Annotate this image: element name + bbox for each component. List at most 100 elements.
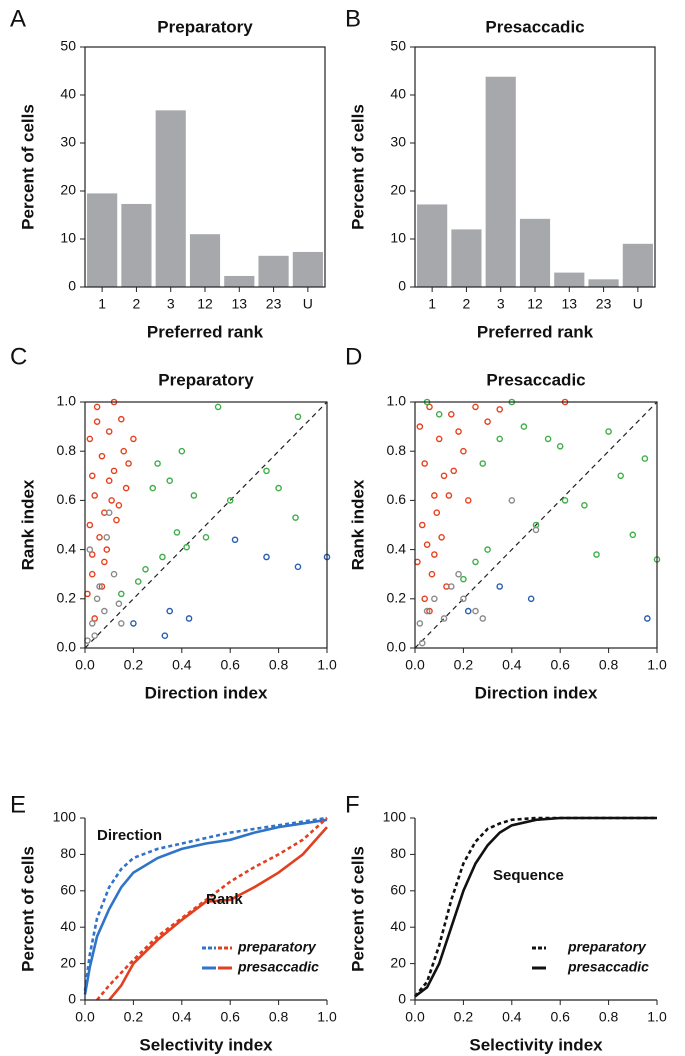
- point: [93, 418, 101, 425]
- y-tick-label: 0.4: [57, 540, 77, 556]
- point: [166, 607, 173, 615]
- point: [423, 541, 431, 548]
- point: [472, 558, 479, 566]
- x-tick-label: 0.0: [405, 657, 425, 673]
- x-tick-label: 1: [428, 296, 436, 312]
- point: [414, 558, 421, 566]
- point: [435, 435, 443, 443]
- point: [113, 516, 120, 524]
- x-tick-label: 0.4: [502, 1009, 522, 1025]
- point: [292, 514, 299, 521]
- y-tick-label: 100: [53, 809, 77, 825]
- point: [617, 472, 625, 480]
- point: [581, 502, 588, 509]
- point: [593, 551, 600, 558]
- point: [101, 558, 108, 566]
- panel-letter: F: [345, 791, 360, 818]
- x-tick-label: 23: [596, 296, 612, 312]
- bar: [224, 275, 255, 287]
- point: [91, 632, 98, 640]
- legend-label: preparatory: [567, 939, 647, 955]
- point: [423, 607, 431, 615]
- point: [275, 484, 282, 492]
- y-tick-label: 0: [68, 991, 76, 1007]
- point: [418, 639, 426, 647]
- y-tick-label: 50: [60, 38, 76, 54]
- legend-label: preparatory: [237, 939, 317, 955]
- point: [149, 484, 157, 492]
- point: [460, 447, 467, 455]
- point: [447, 410, 455, 418]
- point: [185, 615, 193, 622]
- point: [431, 551, 438, 558]
- point: [88, 472, 96, 480]
- annotation: Direction: [97, 827, 162, 844]
- point: [464, 607, 472, 615]
- point: [464, 497, 472, 504]
- y-axis-label: Rank index: [348, 479, 367, 570]
- point: [91, 615, 98, 622]
- point: [496, 406, 504, 413]
- point: [294, 413, 302, 421]
- point: [496, 435, 504, 443]
- y-tick-label: 60: [390, 882, 406, 898]
- point: [98, 583, 106, 590]
- point: [263, 553, 270, 561]
- x-tick-label: 2: [463, 296, 471, 312]
- y-tick-label: 0: [398, 278, 406, 294]
- point: [496, 583, 504, 590]
- bar: [87, 193, 118, 287]
- x-tick-label: 23: [266, 296, 282, 312]
- bar: [292, 251, 323, 287]
- point: [428, 570, 436, 578]
- y-tick-label: 0: [398, 991, 406, 1007]
- point: [226, 497, 234, 504]
- point: [416, 620, 424, 627]
- point: [110, 570, 118, 578]
- point: [88, 570, 96, 578]
- point: [105, 509, 113, 517]
- x-tick-label: 0.2: [454, 1009, 474, 1025]
- point: [166, 477, 173, 485]
- y-tick-label: 20: [390, 182, 406, 198]
- diagonal: [414, 401, 658, 649]
- bar: [485, 76, 516, 287]
- y-tick-label: 80: [390, 845, 406, 861]
- panel-letter: D: [345, 343, 362, 370]
- x-axis-label: Preferred rank: [147, 322, 264, 341]
- point: [202, 534, 210, 541]
- x-tick-label: 0.2: [454, 657, 474, 673]
- point: [556, 442, 564, 450]
- panel-title: Presaccadic: [486, 370, 585, 389]
- y-tick-label: 0.0: [57, 639, 77, 655]
- point: [118, 590, 125, 598]
- panel-title: Presaccadic: [485, 17, 584, 36]
- point: [479, 615, 487, 622]
- point: [484, 418, 491, 425]
- x-tick-label: 0.8: [599, 1009, 619, 1025]
- x-tick-label: 1.0: [317, 1009, 337, 1025]
- point: [173, 529, 181, 536]
- x-tick-label: 0.8: [269, 1009, 289, 1025]
- x-tick-label: 0.4: [172, 657, 192, 673]
- x-tick-label: 0.8: [269, 657, 289, 673]
- y-tick-label: 40: [60, 918, 76, 934]
- y-axis-label: Percent of cells: [348, 846, 367, 972]
- y-tick-label: 0.2: [57, 590, 77, 606]
- y-tick-label: 0.6: [57, 491, 77, 507]
- bar: [258, 255, 289, 287]
- legend-label: presaccadic: [567, 959, 649, 975]
- x-tick-label: 0.2: [124, 657, 144, 673]
- annotation: Sequence: [493, 867, 564, 884]
- panel-letter: E: [10, 791, 26, 818]
- point: [445, 492, 453, 499]
- diagonal: [84, 401, 328, 649]
- x-tick-label: 1.0: [647, 657, 667, 673]
- point: [644, 615, 651, 622]
- point: [433, 509, 441, 517]
- point: [520, 423, 528, 430]
- point: [190, 492, 198, 499]
- y-tick-label: 30: [390, 134, 406, 150]
- point: [130, 435, 137, 443]
- x-axis-label: Preferred rank: [477, 322, 594, 341]
